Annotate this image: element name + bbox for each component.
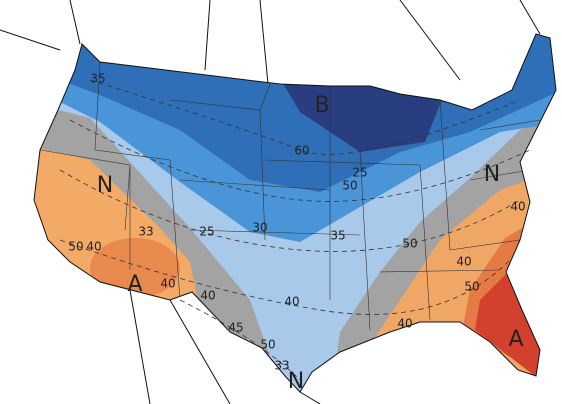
- contour-label: 40: [510, 200, 525, 214]
- contour-label: 60: [294, 144, 309, 158]
- dark-orange-west: [90, 238, 180, 298]
- contour-label: 33: [274, 359, 289, 373]
- contour-label: 45: [228, 321, 243, 335]
- contour-label: 50: [68, 240, 83, 254]
- category-label: A: [127, 272, 142, 297]
- category-label: A: [508, 327, 523, 352]
- category-label: N: [484, 162, 500, 187]
- contours: [59, 79, 531, 381]
- contour-label: 25: [199, 225, 214, 239]
- navy-region: [280, 78, 445, 152]
- contour-label: 35: [330, 229, 345, 243]
- contour-label: 40: [86, 240, 101, 254]
- world-borders: [0, 0, 541, 404]
- contour-label: 25: [352, 166, 367, 180]
- contour-label: 50: [402, 237, 417, 251]
- category-label: N: [288, 369, 304, 394]
- contour-label: 30: [252, 221, 267, 235]
- us-outline: [33, 33, 557, 393]
- contour-label: 40: [397, 317, 412, 331]
- contour-label: 33: [138, 225, 153, 239]
- contour-label: 50: [342, 179, 357, 193]
- contour-label: 40: [456, 255, 471, 269]
- contour-label: 40: [200, 289, 215, 303]
- contour-label: 50: [260, 338, 275, 352]
- contour-label: 35: [90, 72, 105, 86]
- contour-label: 50: [464, 280, 479, 294]
- state-lines: [39, 61, 541, 331]
- contour-label: 40: [284, 295, 299, 309]
- category-label: N: [97, 173, 113, 198]
- contour-label: 40: [160, 277, 175, 291]
- category-label: B: [314, 93, 329, 118]
